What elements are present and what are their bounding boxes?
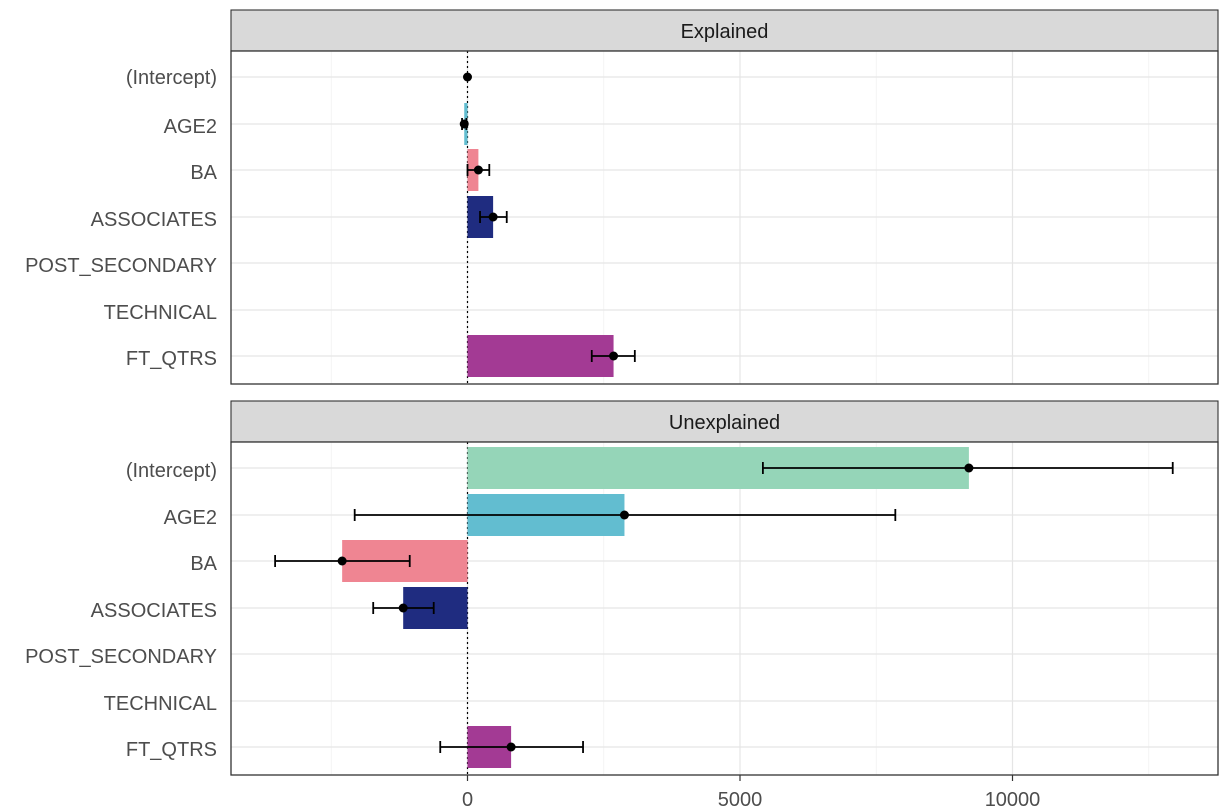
y-label-technical: TECHNICAL: [104, 693, 217, 715]
y-label-associates: ASSOCIATES: [91, 600, 217, 622]
y-label-intercept: (Intercept): [126, 67, 217, 89]
facet-unexplained: Unexplained (Intercept) AGE2 BA ASSOCIAT…: [25, 400, 1219, 776]
y-axis-labels: (Intercept) AGE2 BA ASSOCIATES POST_SECO…: [25, 67, 218, 370]
point-age2: [459, 119, 469, 129]
point-intercept: [964, 463, 974, 473]
y-label-associates: ASSOCIATES: [91, 209, 217, 231]
y-label-ft-qtrs: FT_QTRS: [126, 348, 217, 370]
bars: [464, 103, 614, 377]
x-axis: 0 5000 10000: [462, 775, 1040, 811]
strip-label-explained: Explained: [681, 21, 769, 43]
point-associates: [488, 212, 498, 222]
point-age2: [619, 510, 629, 520]
y-label-age2: AGE2: [164, 116, 217, 138]
y-label-technical: TECHNICAL: [104, 302, 217, 324]
bar-ft-qtrs: [467, 335, 614, 377]
point-intercept: [463, 72, 472, 82]
strip-background: [230, 400, 1219, 443]
y-label-post-secondary: POST_SECONDARY: [25, 646, 217, 668]
facet-explained: Explained (Intercept) AGE2 BA ASSOCIATES…: [25, 9, 1219, 385]
x-tick-label-0: 0: [462, 789, 473, 811]
panel-border: [230, 50, 1219, 385]
gridlines: [231, 51, 1218, 384]
strip-background: [230, 9, 1219, 52]
points: [337, 463, 974, 752]
strip-label-unexplained: Unexplained: [669, 412, 780, 434]
points: [459, 72, 619, 361]
point-ft-qtrs: [609, 351, 619, 361]
point-ba: [337, 556, 347, 566]
y-label-ft-qtrs: FT_QTRS: [126, 739, 217, 761]
point-ft-qtrs: [506, 742, 516, 752]
point-ba: [473, 165, 483, 175]
panel-border: [230, 441, 1219, 776]
x-tick-label-5000: 5000: [718, 789, 763, 811]
point-associates: [398, 603, 408, 613]
y-label-intercept: (Intercept): [126, 460, 217, 482]
x-tick-label-10000: 10000: [985, 789, 1041, 811]
y-label-age2: AGE2: [164, 507, 217, 529]
y-label-ba: BA: [190, 162, 217, 184]
y-label-post-secondary: POST_SECONDARY: [25, 255, 217, 277]
y-label-ba: BA: [190, 553, 217, 575]
y-axis-labels: (Intercept) AGE2 BA ASSOCIATES POST_SECO…: [25, 460, 218, 761]
